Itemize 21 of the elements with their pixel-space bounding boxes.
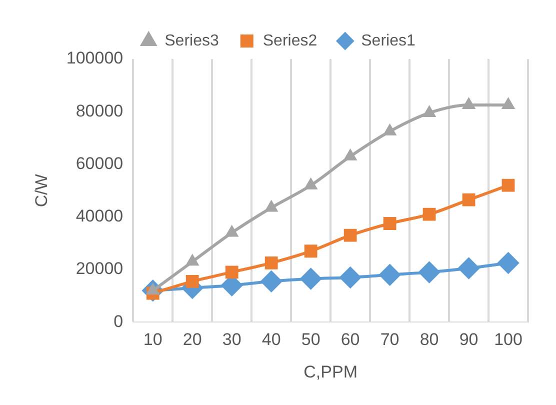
- x-tick-label: 10: [143, 330, 162, 350]
- legend-label: Series2: [262, 32, 318, 50]
- x-tick-label: 70: [380, 330, 400, 350]
- x-tick-label: 80: [420, 330, 439, 350]
- y-tick-label: 40000: [76, 206, 124, 226]
- y-tick-label: 0: [114, 312, 124, 331]
- legend-label: Series1: [361, 32, 416, 50]
- x-tick-label: 60: [340, 330, 360, 350]
- x-tick-label: 90: [459, 330, 478, 350]
- y-tick-label: 100000: [66, 48, 124, 68]
- x-tick-label: 100: [494, 330, 522, 350]
- y-tick-label: 80000: [76, 101, 124, 120]
- legend-label: Series3: [164, 32, 219, 50]
- x-tick-label: 30: [222, 330, 242, 350]
- x-tick-label: 40: [262, 330, 281, 350]
- x-tick-label: 50: [301, 330, 320, 350]
- x-tick-label: 20: [182, 330, 202, 350]
- y-tick-label: 20000: [76, 259, 124, 278]
- y-tick-label: 60000: [76, 154, 124, 173]
- x-axis-title: C,PPM: [304, 362, 358, 382]
- y-axis-title: C/W: [32, 174, 51, 208]
